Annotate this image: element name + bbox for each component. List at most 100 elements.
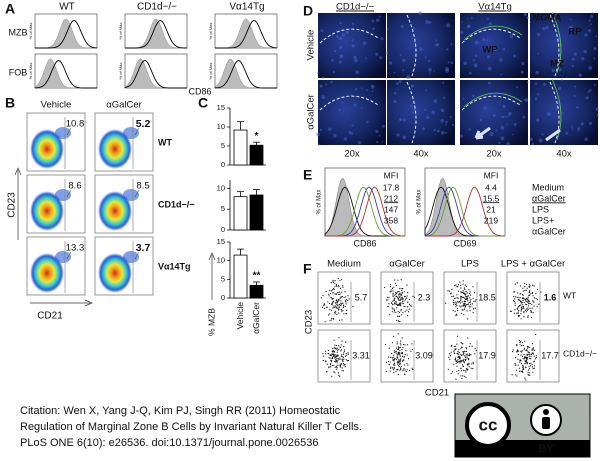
event-dot (459, 356, 461, 358)
axis-label: % of Max (417, 189, 423, 214)
micrograph (387, 13, 455, 78)
event-dot (468, 293, 470, 295)
cell-speck (516, 86, 519, 89)
event-dot (403, 305, 405, 307)
cell-speck (353, 103, 357, 107)
cell-speck (442, 81, 445, 84)
moma-stain (551, 78, 562, 141)
cell-speck (588, 19, 591, 22)
event-dot (456, 370, 458, 372)
mfi-value: 219 (484, 215, 498, 225)
event-dot (341, 340, 343, 342)
event-dot (403, 291, 405, 293)
event-dot (341, 310, 343, 312)
event-dot (524, 340, 526, 342)
bar (233, 196, 248, 231)
event-dot (329, 364, 332, 366)
event-dot (329, 292, 332, 295)
gate-value: 13.3 (66, 243, 85, 254)
cell-speck (450, 43, 453, 46)
event-dot (455, 313, 457, 315)
event-dot (397, 360, 399, 362)
event-dot (405, 350, 407, 352)
flow-plot-frame (443, 271, 497, 325)
event-dot (527, 308, 529, 310)
event-dot (399, 346, 401, 348)
event-dot (387, 296, 389, 298)
event-dot (470, 303, 472, 305)
cell-speck (593, 47, 597, 51)
event-dot (394, 351, 396, 353)
event-dot (527, 298, 529, 300)
axis-label: CD21 (425, 388, 449, 399)
event-dot (345, 296, 347, 298)
event-dot (335, 365, 337, 367)
event-dot (329, 313, 331, 315)
event-dot (337, 364, 339, 366)
event-dot (468, 289, 470, 291)
event-dot (533, 301, 535, 303)
axis-label: CD86 (353, 238, 376, 248)
event-dot (400, 352, 402, 354)
event-dot (397, 348, 399, 351)
event-dot (396, 343, 398, 345)
event-dot (528, 374, 530, 376)
event-dot (459, 362, 461, 364)
event-dot (469, 291, 471, 293)
event-dot (404, 299, 406, 301)
cell-speck (381, 124, 385, 128)
gate-value: 10.8 (66, 119, 85, 130)
gate-value: 3.31 (352, 350, 370, 360)
event-dot (528, 366, 530, 368)
event-dot (472, 312, 474, 314)
event-dot (531, 348, 533, 350)
event-dot (513, 295, 515, 298)
event-dot (393, 371, 395, 374)
event-dot (445, 302, 447, 304)
magnification: 20x (486, 149, 502, 160)
event-dot (403, 364, 405, 366)
event-dot (529, 289, 531, 291)
event-dot (456, 297, 458, 299)
event-dot (457, 373, 459, 375)
event-dot (323, 303, 325, 305)
event-dot (398, 293, 400, 295)
event-dot (393, 366, 395, 369)
cell-speck (445, 66, 450, 71)
event-dot (347, 353, 349, 355)
cell-speck (521, 61, 525, 66)
event-dot (463, 352, 465, 355)
event-dot (516, 351, 518, 353)
region-label: WP (482, 45, 498, 56)
event-dot (394, 358, 396, 360)
axis-arrow (14, 167, 22, 240)
event-dot (525, 311, 528, 313)
event-dot (404, 369, 406, 371)
cell-speck (378, 15, 382, 18)
event-dot (521, 370, 524, 373)
cell-speck (491, 48, 496, 52)
cell-speck (577, 130, 579, 133)
cell-speck (396, 82, 399, 85)
event-dot (332, 302, 334, 304)
event-dot (461, 305, 463, 307)
cell-speck (487, 66, 492, 71)
event-dot (531, 366, 533, 368)
event-dot (334, 293, 336, 295)
event-dot (408, 308, 410, 310)
event-dot (389, 286, 391, 288)
axis-label: % of Max (208, 63, 213, 80)
event-dot (340, 300, 342, 302)
event-dot (524, 362, 526, 364)
event-dot (523, 316, 525, 318)
event-dot (453, 299, 455, 301)
axis-label: CD23 (7, 192, 18, 218)
micrograph (530, 13, 598, 78)
event-dot (463, 358, 465, 360)
event-dot (472, 308, 475, 310)
event-dot (400, 308, 402, 311)
event-dot (465, 358, 467, 360)
event-dot (330, 361, 332, 363)
event-dot (401, 355, 404, 357)
event-dot (402, 302, 404, 305)
